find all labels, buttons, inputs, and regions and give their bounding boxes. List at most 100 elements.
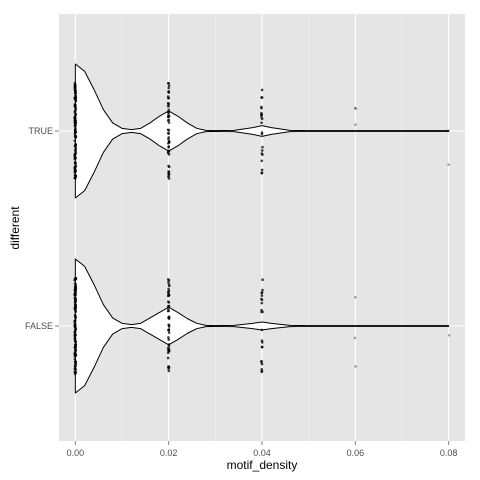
- data-point: [353, 106, 357, 110]
- data-point: [73, 339, 77, 343]
- data-point: [167, 177, 171, 180]
- data-point: [260, 291, 264, 295]
- data-point: [260, 308, 263, 312]
- data-point: [73, 336, 77, 339]
- data-point: [167, 347, 171, 351]
- data-point: [73, 355, 77, 358]
- data-point: [166, 307, 170, 310]
- data-point: [167, 96, 170, 100]
- data-point: [354, 365, 357, 368]
- data-point: [260, 298, 264, 302]
- data-point: [74, 146, 78, 150]
- data-point: [260, 362, 264, 366]
- data-point: [74, 91, 78, 95]
- data-point: [167, 91, 171, 94]
- data-point: [74, 360, 77, 364]
- data-point: [73, 103, 77, 106]
- data-point: [167, 369, 171, 373]
- data-point: [167, 309, 171, 312]
- data-point: [167, 328, 171, 332]
- data-point: [73, 152, 77, 156]
- data-point: [260, 294, 264, 297]
- data-point: [447, 333, 451, 337]
- data-point: [74, 285, 77, 289]
- data-point: [73, 139, 77, 142]
- data-point: [74, 371, 78, 374]
- data-point: [166, 351, 170, 355]
- x-tick-label: 0.02: [160, 448, 178, 458]
- data-point: [167, 84, 171, 88]
- data-point: [167, 108, 171, 112]
- data-point: [167, 336, 170, 339]
- data-point: [260, 159, 264, 163]
- data-point: [167, 289, 171, 293]
- data-point: [167, 86, 171, 90]
- data-point: [167, 300, 170, 303]
- data-point: [260, 171, 264, 174]
- data-point: [447, 163, 450, 166]
- data-point: [73, 84, 77, 88]
- data-point: [260, 106, 263, 110]
- data-point: [446, 129, 450, 132]
- data-point: [74, 319, 77, 322]
- data-point: [353, 336, 357, 340]
- data-point: [167, 344, 171, 348]
- data-point: [73, 134, 77, 138]
- data-point: [167, 146, 170, 149]
- data-point: [166, 149, 170, 153]
- data-point: [166, 356, 170, 360]
- data-point: [260, 152, 264, 155]
- data-point: [166, 111, 170, 114]
- data-point: [260, 96, 263, 99]
- data-point: [167, 283, 171, 286]
- data-point: [167, 324, 171, 327]
- data-point: [73, 97, 77, 100]
- data-point: [260, 359, 263, 363]
- data-point: [354, 107, 357, 110]
- data-point: [167, 102, 171, 105]
- data-point: [73, 168, 77, 172]
- y-tick-label: FALSE: [25, 321, 53, 331]
- data-point: [167, 153, 171, 156]
- data-point: [260, 115, 263, 119]
- violins: [74, 63, 450, 394]
- y-axis-title: different: [8, 206, 22, 250]
- data-point: [260, 339, 264, 342]
- data-point: [74, 156, 77, 160]
- data-point: [167, 349, 171, 352]
- x-tick-label: 0.04: [253, 448, 271, 458]
- violin-true: [74, 63, 450, 199]
- data-point: [74, 326, 77, 329]
- data-points: [73, 81, 451, 376]
- data-point: [73, 81, 77, 85]
- data-point: [261, 278, 264, 282]
- data-point: [73, 367, 77, 371]
- data-point: [73, 130, 77, 134]
- data-point: [74, 310, 77, 313]
- data-point: [73, 121, 77, 125]
- data-point: [73, 88, 77, 92]
- data-point: [74, 124, 77, 127]
- data-point: [73, 110, 77, 114]
- data-point: [167, 331, 171, 334]
- x-axis-title: motif_density: [227, 458, 298, 472]
- data-point: [74, 277, 77, 280]
- data-point: [260, 88, 264, 92]
- data-point: [73, 357, 77, 361]
- data-point: [73, 323, 77, 326]
- data-point: [167, 279, 171, 282]
- data-point: [167, 165, 171, 169]
- data-point: [167, 131, 170, 135]
- violin-false: [74, 258, 450, 394]
- data-point: [260, 168, 264, 172]
- data-point: [260, 121, 263, 125]
- y-tick-label: TRUE: [29, 126, 54, 136]
- data-point: [166, 128, 170, 132]
- data-point: [260, 301, 264, 305]
- data-point: [167, 338, 171, 341]
- data-point: [167, 118, 171, 122]
- y-axis-ticks: TRUE FALSE: [25, 126, 59, 331]
- x-tick-label: 0.06: [347, 448, 365, 458]
- data-point: [73, 315, 77, 319]
